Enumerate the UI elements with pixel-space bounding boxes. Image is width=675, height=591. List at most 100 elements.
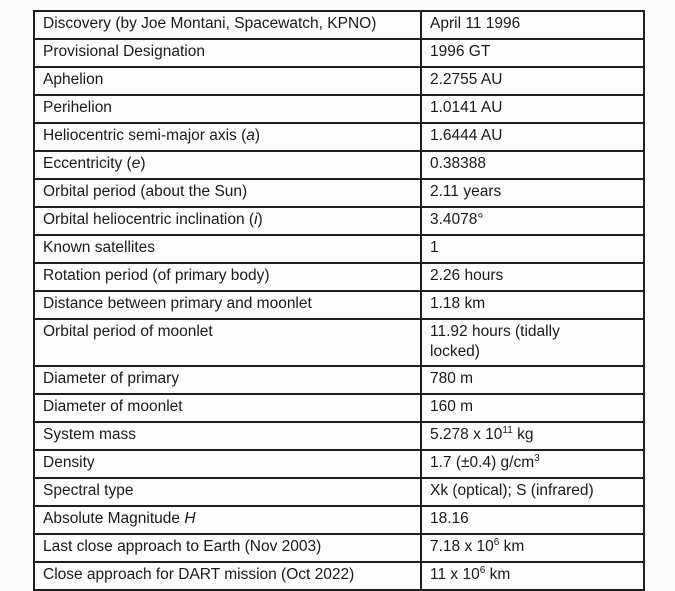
- table-row: Known satellites 1: [33, 234, 645, 264]
- table-row: Discovery (by Joe Montani, Spacewatch, K…: [33, 10, 645, 40]
- value-cell: April 11 1996: [420, 10, 645, 40]
- text-segment: 160 m: [430, 398, 474, 415]
- value-cell: 11 x 106 km: [420, 561, 645, 591]
- value-cell: 780 m: [420, 365, 645, 395]
- table-row: Last close approach to Earth (Nov 2003) 7…: [33, 533, 645, 563]
- property-cell: Orbital period of moonlet: [33, 318, 422, 367]
- value-cell: 18.16: [420, 505, 645, 535]
- text-segment: 18.16: [430, 510, 469, 527]
- value-cell: 2.2755 AU: [420, 66, 645, 96]
- value-cell: 5.278 x 1011 kg: [420, 421, 645, 451]
- property-cell: Absolute Magnitude H: [33, 505, 422, 535]
- value-cell: 2.26 hours: [420, 262, 645, 292]
- text-segment: 0.38388: [430, 155, 487, 172]
- value-cell: 1.7 (±0.4) g/cm3: [420, 449, 645, 479]
- property-cell: Heliocentric semi-major axis (a): [33, 122, 422, 152]
- text-segment: Orbital heliocentric inclination (: [43, 211, 255, 228]
- value-cell: 1.18 km: [420, 290, 645, 320]
- value-cell: Xk (optical); S (infrared): [420, 477, 645, 507]
- text-segment: ): [254, 127, 261, 144]
- value-cell: 3.4078°: [420, 206, 645, 236]
- superscript: 11: [502, 424, 513, 436]
- text-segment: Heliocentric semi-major axis (: [43, 127, 247, 144]
- property-cell: System mass: [33, 421, 422, 451]
- table-row: Orbital period (about the Sun) 2.11 years: [33, 178, 645, 208]
- value-cell: 160 m: [420, 393, 645, 423]
- value-cell: 1996 GT: [420, 38, 645, 68]
- table-row: Aphelion 2.2755 AU: [33, 66, 645, 96]
- variable-symbol: a: [246, 127, 255, 144]
- property-cell: Spectral type: [33, 477, 422, 507]
- text-segment: 11 x 10: [430, 566, 480, 583]
- table-row: Diameter of primary 780 m: [33, 365, 645, 395]
- value-cell: 1: [420, 234, 645, 264]
- superscript: 6: [493, 536, 500, 548]
- property-cell: Density: [33, 449, 422, 479]
- text-segment: April 11 1996: [430, 15, 521, 32]
- property-cell: Eccentricity (e): [33, 150, 422, 180]
- property-cell: Distance between primary and moonlet: [33, 290, 422, 320]
- table-row: Orbital period of moonlet 11.92 hours (ti…: [33, 318, 645, 367]
- value-cell: 1.6444 AU: [420, 122, 645, 152]
- text-segment: 2.26 hours: [430, 267, 504, 284]
- property-cell: Discovery (by Joe Montani, Spacewatch, K…: [33, 10, 422, 40]
- value-cell: 2.11 years: [420, 178, 645, 208]
- table-row: Absolute Magnitude H 18.16: [33, 505, 645, 535]
- table-row: Orbital heliocentric inclination (i) 3.40…: [33, 206, 645, 236]
- text-segment: 1: [430, 239, 439, 256]
- table-row: System mass 5.278 x 1011 kg: [33, 421, 645, 451]
- text-segment: Aphelion: [43, 71, 104, 88]
- variable-symbol: i: [254, 211, 258, 228]
- table-row: Provisional Designation 1996 GT: [33, 38, 645, 68]
- text-segment: km: [485, 566, 511, 583]
- page: { "page": { "background_color": "#fcfcfc…: [33, 10, 645, 591]
- text-segment: ): [257, 211, 263, 228]
- property-cell: Known satellites: [33, 234, 422, 264]
- variable-symbol: e: [131, 155, 141, 172]
- table-container: Discovery (by Joe Montani, Spacewatch, K…: [33, 10, 645, 591]
- text-segment: Last close approach to Earth (Nov 2003): [43, 538, 322, 555]
- property-cell: Diameter of primary: [33, 365, 422, 395]
- text-segment: Absolute Magnitude: [43, 510, 185, 527]
- text-segment: Density: [43, 454, 95, 471]
- property-cell: Provisional Designation: [33, 38, 422, 68]
- text-segment: Orbital period (about the Sun): [43, 183, 248, 200]
- text-segment: 1.7 (±0.4) g/cm: [430, 454, 535, 471]
- asteroid-data-table: Discovery (by Joe Montani, Spacewatch, K…: [33, 10, 645, 591]
- text-segment: 3.4078°: [430, 211, 484, 228]
- text-segment: Eccentricity (: [43, 155, 132, 172]
- table-row: Eccentricity (e) 0.38388: [33, 150, 645, 180]
- table-row: Perihelion 1.0141 AU: [33, 94, 645, 124]
- text-segment: Orbital period of moonlet: [43, 323, 213, 340]
- text-segment: 2.2755 AU: [430, 71, 503, 88]
- property-cell: Orbital period (about the Sun): [33, 178, 422, 208]
- property-cell: Rotation period (of primary body): [33, 262, 422, 292]
- table-row: Heliocentric semi-major axis (a) 1.6444 A…: [33, 122, 645, 152]
- text-segment: Spectral type: [43, 482, 134, 499]
- property-cell: Perihelion: [33, 94, 422, 124]
- table-row: Diameter of moonlet 160 m: [33, 393, 645, 423]
- value-cell: 7.18 x 106 km: [420, 533, 645, 563]
- property-cell: Aphelion: [33, 66, 422, 96]
- text-segment: 1996 GT: [430, 43, 491, 60]
- text-segment: 780 m: [430, 370, 474, 387]
- table-row: Distance between primary and moonlet 1.18…: [33, 290, 645, 320]
- text-segment: ): [140, 155, 146, 172]
- text-segment: Provisional Designation: [43, 43, 205, 60]
- text-segment: 11.92 hours (tidally locked): [430, 323, 560, 360]
- text-segment: Rotation period (of primary body): [43, 267, 270, 284]
- text-segment: Diameter of moonlet: [43, 398, 183, 415]
- table-row: Spectral type Xk (optical); S (infrared): [33, 477, 645, 507]
- value-cell: 11.92 hours (tidally locked): [420, 318, 645, 367]
- text-segment: 5.278 x 10: [430, 426, 503, 443]
- text-segment: Discovery (by Joe Montani, Spacewatch, K…: [43, 15, 377, 32]
- asteroid-table-body: Discovery (by Joe Montani, Spacewatch, K…: [33, 10, 645, 591]
- text-segment: Distance between primary and moonlet: [43, 295, 312, 312]
- property-cell: Close approach for DART mission (Oct 202…: [33, 561, 422, 591]
- text-segment: 7.18 x 10: [430, 538, 494, 555]
- text-segment: 1.0141 AU: [430, 99, 503, 116]
- text-segment: Diameter of primary: [43, 370, 180, 387]
- text-segment: kg: [512, 426, 534, 443]
- value-cell: 0.38388: [420, 150, 645, 180]
- table-row: Close approach for DART mission (Oct 202…: [33, 561, 645, 591]
